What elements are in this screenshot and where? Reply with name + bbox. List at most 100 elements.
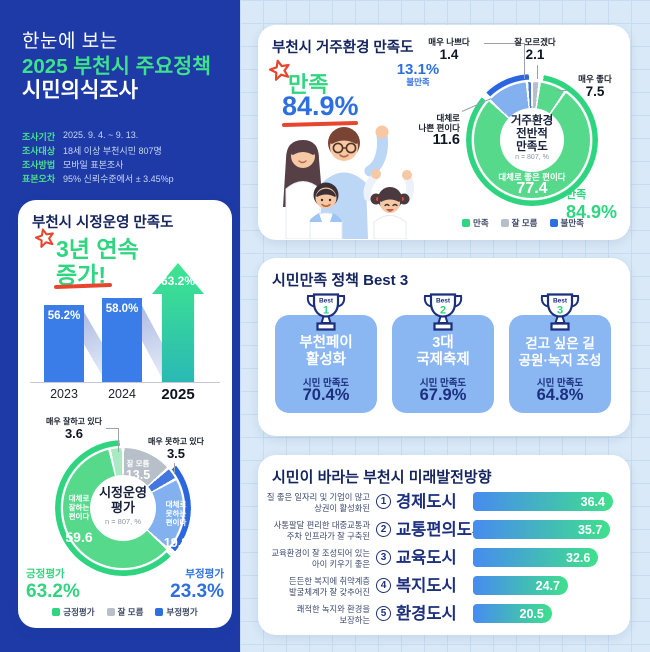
future-bar-track: 20.5: [473, 604, 613, 623]
future-row-name: 복지도시: [396, 577, 457, 595]
segment-label-good: 대체로 좋은 편이다: [498, 172, 566, 182]
satisfied-total: 만족 84.9%: [566, 189, 618, 222]
city-admin-title: 부천시 시정운영 만족도: [32, 215, 174, 231]
callout-dontknow: 잘 모르겠다 2.1: [514, 37, 556, 62]
best3-item-value: 70.4%: [302, 386, 350, 404]
future-row-number: 5: [376, 606, 391, 621]
trophy-icon: Best 1: [306, 293, 346, 331]
svg-text:Best: Best: [553, 298, 568, 305]
info-value: 18세 이상 부천시민 807명: [63, 146, 162, 156]
future-bar: 32.6: [473, 548, 599, 567]
best3-item-panel: [509, 315, 611, 413]
living-legend: 만족 잘 모름 불만족: [418, 217, 628, 229]
survey-info-row: 조사기간 2025. 9. 4. ~ 9. 13.: [22, 130, 232, 144]
best3-item-3: Best 3 걷고 싶은 길 공원·녹지 조성 시민 만족도 64.8%: [509, 292, 611, 422]
legend-item: 잘 모름: [106, 606, 143, 618]
header-subtitle: 한눈에 보는: [22, 31, 118, 52]
legend-swatch-green: [462, 219, 471, 227]
future-row-number: 1: [376, 494, 391, 509]
legend-swatch-gray: [106, 608, 115, 616]
header-title-line2: 시민의식조사: [22, 79, 138, 102]
future-row-desc: 질 좋은 일자리 및 기업이 많고 상권이 활성화된: [266, 492, 370, 513]
future-bar: 24.7: [473, 576, 568, 595]
trophy-icon: Best 3: [540, 293, 580, 331]
bar-2024: [102, 298, 142, 382]
callout-line: [174, 463, 176, 474]
info-value: 95% 신뢰수준에서 ± 3.45%p: [63, 174, 174, 184]
year-label-2023: 2023: [50, 387, 78, 401]
living-env-card: 부천시 거주환경 만족도 만족 84.9% 13.1% 불만족 거주환경 전반적…: [258, 25, 630, 240]
best3-item-name: 부천페이 활성화: [299, 335, 353, 368]
future-row: 사통팔달 편리한 대중교통과 주차 인프라가 잘 구축된 2 교통편의도시 35…: [258, 518, 630, 544]
family-illustration: [283, 125, 415, 239]
future-bar-track: 36.4: [473, 492, 613, 511]
future-row-desc: 사통팔달 편리한 대중교통과 주차 인프라가 잘 구축된: [273, 520, 370, 541]
callout-very-bad: 매우 못하고 있다 3.5: [148, 437, 204, 461]
future-bar-value: 24.7: [535, 578, 560, 593]
living-donut-center-title: 거주환경 전반적 만족도: [510, 115, 554, 153]
info-value: 2025. 9. 4. ~ 9. 13.: [63, 130, 139, 140]
future-row-number: 2: [376, 522, 391, 537]
future-title: 시민이 바라는 부천시 미래발전방향: [272, 469, 492, 486]
future-bar-value: 32.6: [566, 550, 591, 565]
callout-line: [537, 65, 539, 79]
annotation-line1: 3년 연속: [56, 236, 139, 262]
future-row-number: 3: [376, 550, 391, 565]
segment-label-dontknow: 잘 모름 13.5: [125, 459, 151, 482]
admin-donut-area: 시정운영 평가 n = 807, % 잘 모름 13.5 대체로 못하는 편이다…: [18, 415, 232, 620]
best3-item-value: 64.8%: [536, 386, 584, 404]
survey-info-row: 표본오차 95% 신뢰수준에서 ± 3.45%p: [22, 172, 232, 186]
legend-swatch-green: [52, 608, 61, 616]
best3-card: 시민만족 정책 Best 3 Best 1 부천페이 활성화 시민 만족도 70…: [258, 258, 630, 436]
legend-swatch-blue: [549, 219, 558, 227]
trophy-icon: Best 2: [423, 293, 463, 331]
info-value: 모바일 표본조사: [63, 160, 124, 170]
future-row: 교육환경이 잘 조성되어 있는 아이 키우기 좋은 3 교육도시 32.6: [258, 546, 630, 572]
legend-swatch-blue: [155, 608, 164, 616]
bar-value-2025: 63.2%: [160, 274, 196, 288]
best3-item-name: 3대 국제축제: [416, 335, 470, 368]
future-bar: 36.4: [473, 492, 613, 511]
callout-line: [118, 428, 120, 452]
future-bar: 35.7: [473, 520, 611, 539]
legend-item: 부정평가: [155, 606, 198, 618]
callout-very-bad: 매우 나쁘다 1.4: [428, 37, 470, 62]
future-direction-card: 시민이 바라는 부천시 미래발전방향 질 좋은 일자리 및 기업이 많고 상권이…: [258, 455, 630, 635]
city-admin-card: 부천시 시정운영 만족도 3년 연속 증가! 56.2% 58.0% 63.2%…: [18, 200, 232, 628]
living-env-title: 부천시 거주환경 만족도: [272, 40, 414, 56]
future-row: 든든한 복지에 취약계층 발굴체계가 잘 갖추어진 4 복지도시 24.7: [258, 574, 630, 600]
future-row: 쾌적한 녹지와 환경을 보장하는 5 환경도시 20.5: [258, 602, 630, 628]
best3-item-metric: 시민 만족도: [536, 378, 584, 389]
segment-label-bad: 대체로 못하는 편이다 19.8: [163, 500, 189, 550]
callout-line: [106, 428, 118, 430]
future-bar-track: 35.7: [473, 520, 613, 539]
headline-satisfied: 만족: [288, 72, 329, 97]
best3-item-1: Best 1 부천페이 활성화 시민 만족도 70.4%: [275, 292, 377, 422]
future-row-desc: 교육환경이 잘 조성되어 있는 아이 키우기 좋은: [271, 548, 370, 569]
callout-line: [524, 43, 526, 79]
future-row-name: 환경도시: [396, 605, 457, 623]
future-row-desc: 든든한 복지에 취약계층 발굴체계가 잘 갖추어진: [289, 576, 370, 597]
legend-item: 불만족: [549, 217, 584, 229]
info-label: 표본오차: [22, 174, 56, 184]
callout-line: [484, 43, 524, 45]
callout-very-good: 매우 좋다 7.5: [578, 74, 612, 99]
admin-donut-n: n = 807, %: [104, 517, 142, 526]
future-bar-track: 24.7: [473, 576, 613, 595]
future-row-number: 4: [376, 578, 391, 593]
future-bar-track: 32.6: [473, 548, 613, 567]
bar-2023: [44, 305, 84, 382]
callout-very-good: 매우 잘하고 있다 3.6: [46, 417, 102, 441]
svg-text:1: 1: [323, 305, 329, 317]
year-label-2024: 2024: [108, 387, 136, 401]
future-row-name: 경제도시: [396, 493, 457, 511]
admin-legend: 긍정평가 잘 모름 부정평가: [18, 606, 232, 618]
future-bar-value: 20.5: [519, 606, 544, 621]
best3-item-panel: [275, 315, 377, 413]
positive-total: 긍정평가 63.2%: [26, 568, 80, 602]
dissatisfied-value: 13.1%: [396, 61, 440, 78]
callout-line: [556, 90, 568, 92]
segment-label-good: 대체로 잘하는 편이다 59.6: [65, 494, 93, 545]
x-axis-line: [30, 382, 220, 383]
